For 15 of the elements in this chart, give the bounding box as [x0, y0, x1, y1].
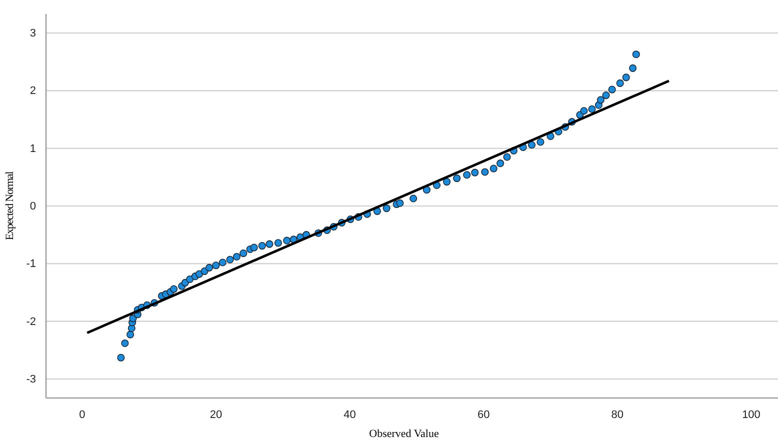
y-tick-label: -2 [26, 316, 36, 328]
x-tick-label: 20 [210, 408, 222, 421]
y-tick-label: 0 [30, 200, 36, 213]
y-tick-label: -3 [26, 373, 36, 386]
y-tick-label: -1 [26, 258, 36, 270]
x-tick-label: 40 [344, 408, 356, 421]
x-tick-label: 100 [742, 408, 760, 421]
x-tick-label: 60 [477, 408, 490, 421]
x-tick-label: 80 [611, 408, 624, 421]
y-tick-label: 2 [30, 85, 36, 98]
y-tick-label: 3 [30, 28, 36, 40]
x-tick-label: 0 [79, 408, 86, 421]
y-axis-title: Expected Normal [4, 171, 16, 240]
y-tick-label: 1 [30, 142, 36, 155]
x-axis-title: Observed Value [369, 428, 439, 440]
